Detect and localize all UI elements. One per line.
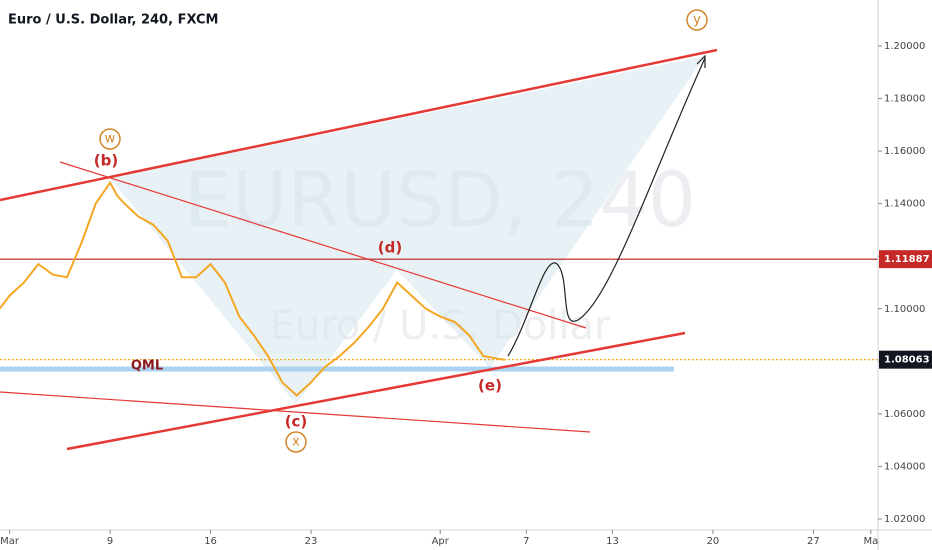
arrow-head [696, 54, 706, 68]
plot [0, 180, 878, 397]
qml-label: QML [131, 359, 163, 374]
x-tick-label: Mar [0, 536, 20, 547]
x-tick-label: 13 [606, 536, 619, 547]
x-tick-label: 7 [523, 536, 529, 547]
y-tick-label: 1.10000 [884, 304, 925, 315]
price-level-box [879, 250, 932, 269]
y-tick-label: 1.18000 [884, 94, 925, 105]
price-level-box [879, 350, 932, 369]
y-tick-label: 1.04000 [884, 461, 925, 472]
y-tick-label: 1.16000 [884, 146, 925, 157]
wave-circle [99, 128, 121, 150]
price-level-label: 1.11887 [884, 254, 930, 265]
trend-line [0, 48, 718, 202]
x-tick-label: Apr [432, 536, 450, 547]
wave-circle [686, 9, 708, 31]
wave-label: w [105, 132, 116, 147]
price-line [0, 180, 505, 397]
wave-label: (b) [94, 152, 118, 170]
wave-label: y [693, 13, 701, 28]
wave-label: (c) [285, 413, 308, 431]
trend-line [66, 331, 686, 451]
wave-label: (e) [478, 377, 502, 395]
wave-label: x [292, 435, 300, 450]
trend-line [0, 391, 591, 433]
wave-label: (d) [378, 239, 402, 257]
y-tick-label: 1.02000 [884, 514, 925, 525]
price-level-label: 1.08063 [884, 355, 930, 366]
x-tick-label: 27 [807, 536, 820, 547]
x-tick-label: 20 [707, 536, 720, 547]
chart-title: Euro / U.S. Dollar, 240, FXCM [8, 13, 219, 28]
x-tick-label: Ma [863, 536, 878, 547]
trend-line [59, 161, 587, 329]
y-tick-label: 1.20000 [884, 41, 925, 52]
x-tick-label: 16 [204, 536, 217, 547]
y-tick-label: 1.14000 [884, 199, 925, 210]
harmonic-pattern [110, 56, 705, 404]
y-tick-label: 1.06000 [884, 409, 925, 420]
projection-arrow [507, 57, 706, 357]
x-tick-label: 9 [107, 536, 113, 547]
wave-circle [285, 431, 307, 453]
x-tick-label: 23 [305, 536, 318, 547]
